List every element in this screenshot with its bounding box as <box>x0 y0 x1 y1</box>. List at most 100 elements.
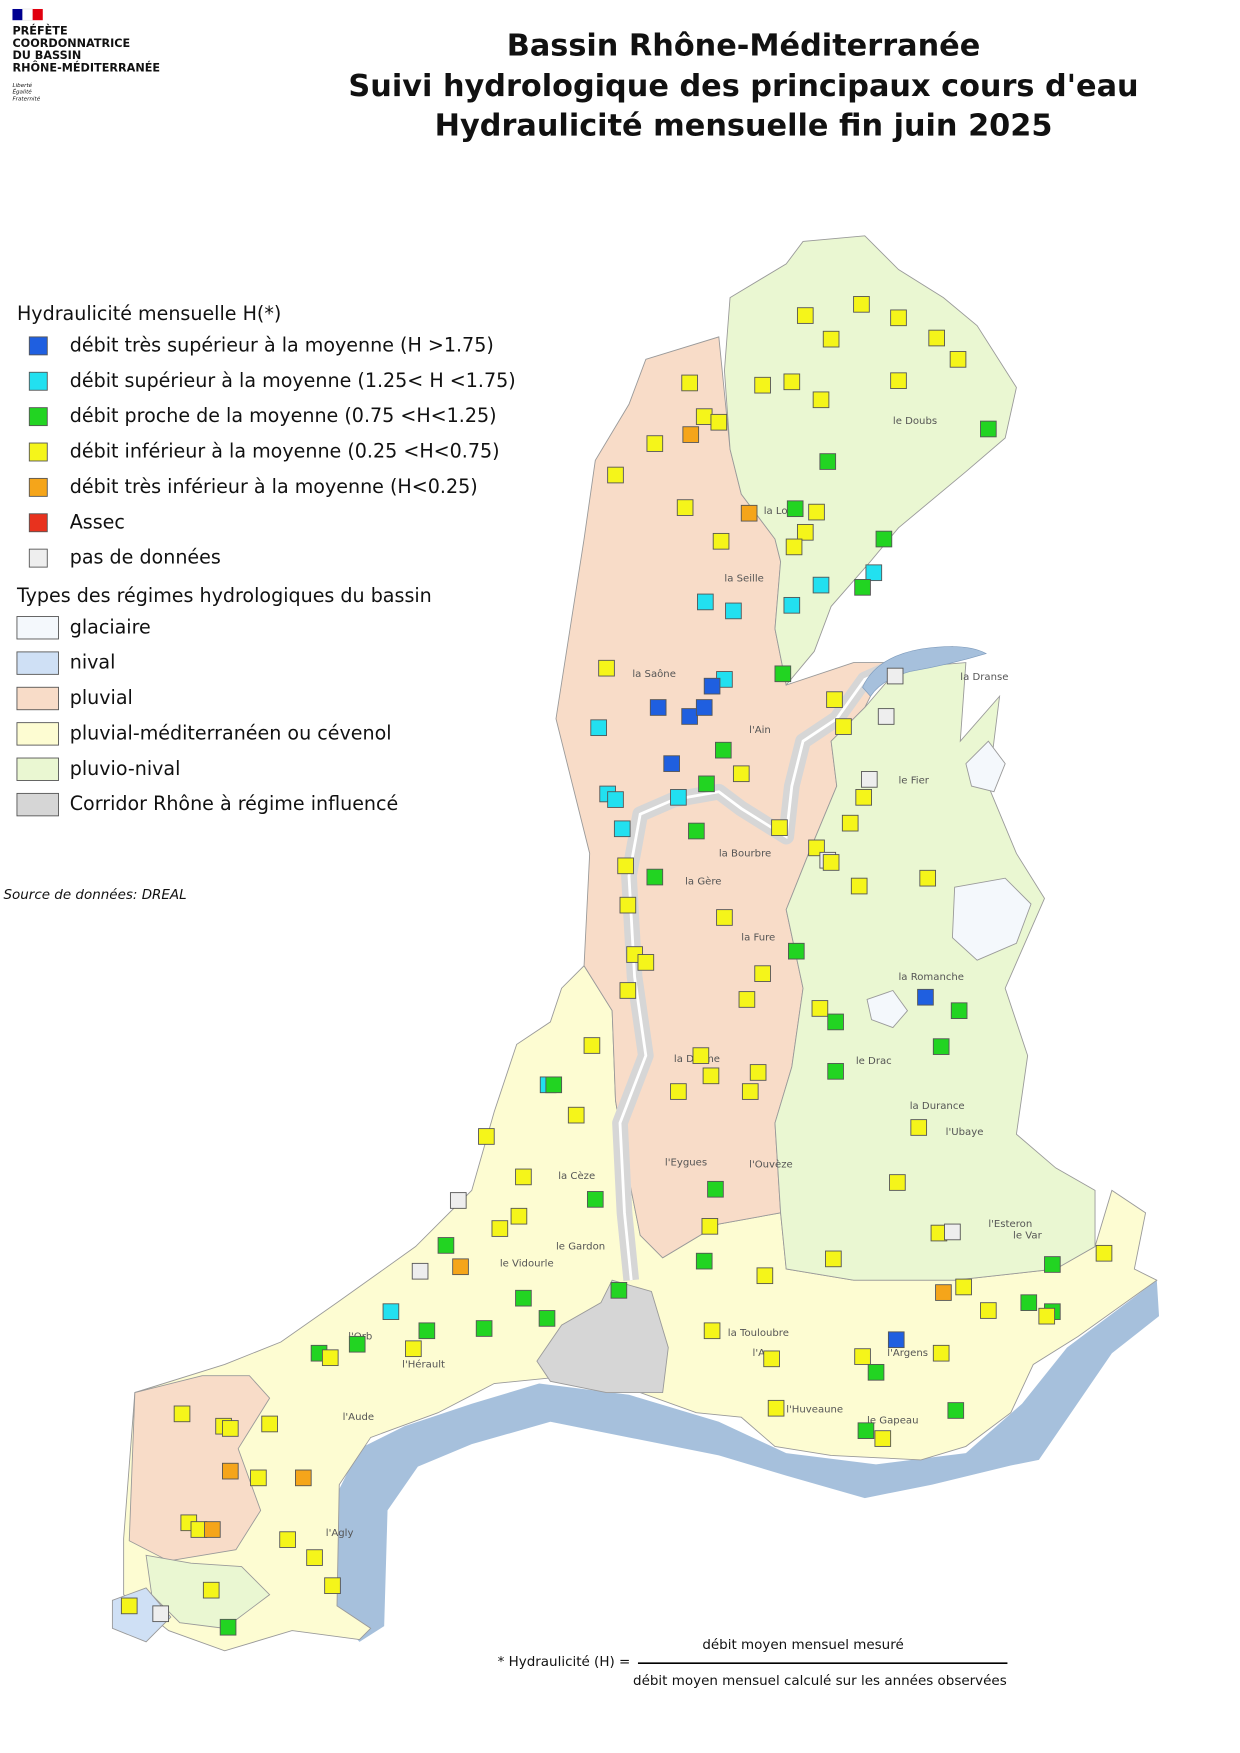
station <box>827 1013 844 1031</box>
region-glaciaire <box>965 740 1006 793</box>
station <box>670 789 687 806</box>
river-label: la Cèze <box>558 1170 595 1182</box>
legend-title: Hydraulicité mensuelle H(*) <box>17 302 281 325</box>
station <box>749 1064 767 1081</box>
station <box>681 374 698 392</box>
station <box>822 854 840 871</box>
station <box>295 1469 312 1487</box>
station <box>932 1344 950 1362</box>
river-label: la Bourbre <box>719 848 771 859</box>
title: Bassin Rhône-Méditerranée <box>507 29 981 64</box>
river-label: le Gardon <box>556 1242 605 1253</box>
regime-label: Corridor Rhône à régime influencé <box>70 792 399 815</box>
station <box>538 1310 556 1327</box>
regime-label: glaciaire <box>70 615 151 638</box>
station <box>646 435 664 452</box>
river-label: la Touloubre <box>728 1328 789 1339</box>
station <box>250 1469 267 1487</box>
regime-label: nival <box>70 651 116 674</box>
station <box>889 1174 906 1191</box>
legend-swatch <box>28 371 48 391</box>
station <box>222 1462 239 1480</box>
regime-label: pluvial <box>70 686 133 709</box>
station <box>741 1083 759 1100</box>
river-label: l'Hérault <box>402 1358 445 1370</box>
legend-swatch <box>28 548 48 568</box>
station <box>610 1282 628 1299</box>
station <box>716 909 733 926</box>
legend-swatch <box>28 513 48 533</box>
river-label: l'Ubaye <box>946 1127 984 1138</box>
legend-swatch <box>28 407 48 427</box>
station <box>928 329 945 347</box>
station <box>152 1605 170 1623</box>
river-label: la Durance <box>910 1101 965 1112</box>
legend-label: pas de données <box>70 546 221 569</box>
formula-denominator: débit moyen mensuel calculé sur les anné… <box>633 1673 1007 1689</box>
legend-swatch <box>28 477 48 497</box>
station <box>1020 1294 1038 1311</box>
station <box>783 373 801 391</box>
station <box>173 1405 191 1423</box>
station <box>695 699 713 716</box>
station <box>261 1415 278 1433</box>
logo <box>12 8 43 21</box>
map: le Doubs la Loue la Saône la Seille l'Ain la … <box>111 235 1160 1652</box>
station <box>886 667 904 685</box>
station <box>682 426 700 443</box>
station <box>980 1302 997 1319</box>
title: Suivi hydrologique des principaux cours … <box>348 69 1138 104</box>
station <box>452 1258 469 1276</box>
station <box>649 699 667 716</box>
river-label: la Dranse <box>960 672 1008 683</box>
station <box>841 814 859 832</box>
station <box>917 988 934 1006</box>
station <box>874 1430 892 1447</box>
station <box>698 775 715 793</box>
station <box>875 530 893 548</box>
station <box>754 965 771 982</box>
river-label: l'Argens <box>887 1348 928 1359</box>
river-label: le Vidourle <box>500 1258 554 1269</box>
station <box>219 1618 237 1636</box>
regime-swatch <box>16 686 59 711</box>
station <box>785 538 803 556</box>
station <box>919 869 937 887</box>
station <box>932 1038 950 1055</box>
station <box>637 954 655 971</box>
source: Source de données: DREAL <box>3 887 186 903</box>
station <box>812 576 830 594</box>
station <box>515 1289 532 1307</box>
station <box>980 420 997 438</box>
logo-motto: Fraternité <box>12 95 40 102</box>
title: Hydraulicité mensuelle fin juin 2025 <box>435 108 1053 143</box>
logo-motto: Égalité <box>12 88 32 96</box>
station <box>715 741 732 759</box>
station <box>796 523 814 541</box>
station <box>515 1168 532 1186</box>
station <box>767 1399 785 1417</box>
regime-title: Types des régimes hydrologiques du bassi… <box>16 584 432 607</box>
station <box>811 1000 829 1017</box>
station <box>670 1083 687 1100</box>
station <box>607 466 624 484</box>
station <box>222 1420 239 1437</box>
station <box>783 596 801 614</box>
station <box>703 677 721 695</box>
station <box>676 499 694 516</box>
station <box>935 1284 952 1301</box>
rhone-river <box>618 652 955 1281</box>
station <box>449 1192 467 1209</box>
station <box>619 896 637 914</box>
station <box>478 1128 495 1145</box>
station <box>707 1180 724 1198</box>
station <box>348 1335 366 1353</box>
station <box>646 868 664 886</box>
station <box>688 822 705 840</box>
station <box>437 1237 455 1254</box>
station <box>853 296 870 313</box>
station <box>788 942 805 960</box>
flag-blue <box>12 8 23 21</box>
